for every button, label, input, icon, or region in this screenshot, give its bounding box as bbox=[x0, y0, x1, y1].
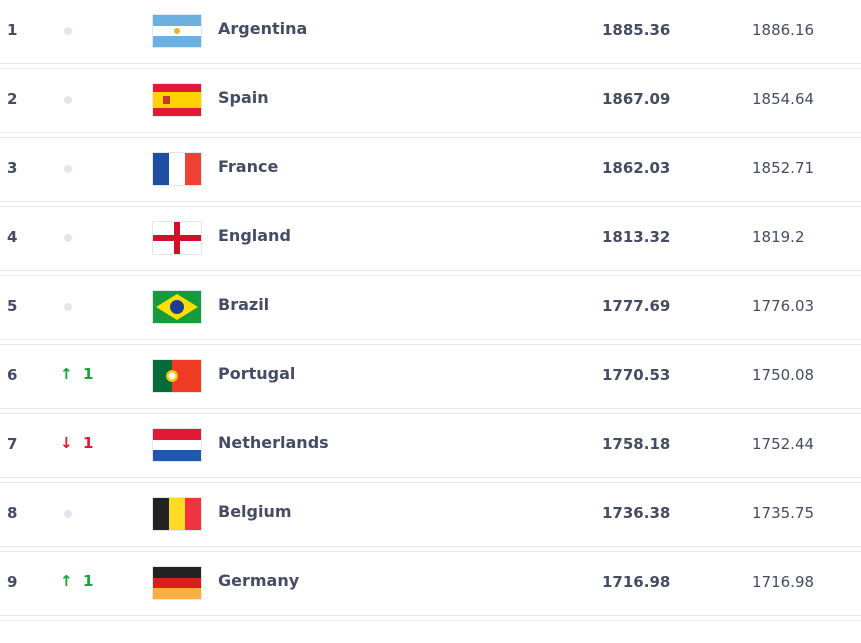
rank: 8 bbox=[7, 504, 18, 522]
row-divider bbox=[0, 478, 861, 483]
netherlands-flag-icon bbox=[152, 428, 202, 462]
rank: 1 bbox=[7, 21, 18, 39]
rank-change: ↑ 1 bbox=[60, 572, 94, 590]
row-divider bbox=[0, 64, 861, 69]
belgium-flag-icon bbox=[152, 497, 202, 531]
total-points: 1777.69 bbox=[602, 297, 671, 315]
france-flag-icon bbox=[152, 152, 202, 186]
row-divider bbox=[0, 409, 861, 414]
total-points: 1867.09 bbox=[602, 90, 671, 108]
rank: 6 bbox=[7, 366, 18, 384]
england-flag-icon bbox=[152, 221, 202, 255]
country-name-link[interactable]: France bbox=[218, 157, 279, 176]
total-points: 1862.03 bbox=[602, 159, 671, 177]
previous-points: 1886.16 bbox=[752, 21, 815, 39]
rank-change: ↑ 1 bbox=[60, 365, 94, 383]
table-row[interactable]: 5 Brazil 1777.69 1776.03 bbox=[0, 276, 861, 340]
arrow-down-icon: ↓ bbox=[60, 434, 73, 452]
country-name-link[interactable]: Belgium bbox=[218, 502, 292, 521]
table-row[interactable]: 2 Spain 1867.09 1854.64 bbox=[0, 69, 861, 133]
table-row[interactable]: 7 ↓ 1 Netherlands 1758.18 1752.44 bbox=[0, 414, 861, 478]
row-divider bbox=[0, 547, 861, 552]
rank: 9 bbox=[7, 573, 18, 591]
no-change-dot-icon bbox=[64, 234, 72, 242]
table-row[interactable]: 1 Argentina 1885.36 1886.16 bbox=[0, 0, 861, 64]
previous-points: 1776.03 bbox=[752, 297, 815, 315]
rank: 3 bbox=[7, 159, 18, 177]
previous-points: 1852.71 bbox=[752, 159, 815, 177]
arrow-up-icon: ↑ bbox=[60, 572, 73, 590]
previous-points: 1735.75 bbox=[752, 504, 815, 522]
country-name-link[interactable]: Spain bbox=[218, 88, 269, 107]
country-name-link[interactable]: Portugal bbox=[218, 364, 296, 383]
row-divider bbox=[0, 133, 861, 138]
rank: 5 bbox=[7, 297, 18, 315]
no-change-dot-icon bbox=[64, 165, 72, 173]
germany-flag-icon bbox=[152, 566, 202, 600]
total-points: 1736.38 bbox=[602, 504, 671, 522]
country-name-link[interactable]: Brazil bbox=[218, 295, 270, 314]
no-change-dot-icon bbox=[64, 510, 72, 518]
total-points: 1885.36 bbox=[602, 21, 671, 39]
rank: 4 bbox=[7, 228, 18, 246]
row-divider bbox=[0, 616, 861, 621]
no-change-dot-icon bbox=[64, 96, 72, 104]
previous-points: 1854.64 bbox=[752, 90, 815, 108]
rankings-table: 1 Argentina 1885.36 1886.16 2 Spain 1867… bbox=[0, 0, 861, 621]
country-name-link[interactable]: England bbox=[218, 226, 291, 245]
previous-points: 1752.44 bbox=[752, 435, 815, 453]
table-row[interactable]: 6 ↑ 1 Portugal 1770.53 1750.08 bbox=[0, 345, 861, 409]
spain-flag-icon bbox=[152, 83, 202, 117]
previous-points: 1750.08 bbox=[752, 366, 815, 384]
country-name-link[interactable]: Netherlands bbox=[218, 433, 329, 452]
table-row[interactable]: 3 France 1862.03 1852.71 bbox=[0, 138, 861, 202]
table-row[interactable]: 8 Belgium 1736.38 1735.75 bbox=[0, 483, 861, 547]
total-points: 1716.98 bbox=[602, 573, 671, 591]
table-row[interactable]: 9 ↑ 1 Germany 1716.98 1716.98 bbox=[0, 552, 861, 616]
arrow-up-icon: ↑ bbox=[60, 365, 73, 383]
row-divider bbox=[0, 340, 861, 345]
total-points: 1758.18 bbox=[602, 435, 671, 453]
rank: 2 bbox=[7, 90, 18, 108]
no-change-dot-icon bbox=[64, 27, 72, 35]
rank: 7 bbox=[7, 435, 18, 453]
total-points: 1813.32 bbox=[602, 228, 671, 246]
previous-points: 1819.2 bbox=[752, 228, 805, 246]
country-name-link[interactable]: Argentina bbox=[218, 19, 308, 38]
argentina-flag-icon bbox=[152, 14, 202, 48]
row-divider bbox=[0, 271, 861, 276]
portugal-flag-icon bbox=[152, 359, 202, 393]
total-points: 1770.53 bbox=[602, 366, 671, 384]
previous-points: 1716.98 bbox=[752, 573, 815, 591]
no-change-dot-icon bbox=[64, 303, 72, 311]
table-row[interactable]: 4 England 1813.32 1819.2 bbox=[0, 207, 861, 271]
brazil-flag-icon bbox=[152, 290, 202, 324]
rank-change: ↓ 1 bbox=[60, 434, 94, 452]
country-name-link[interactable]: Germany bbox=[218, 571, 300, 590]
row-divider bbox=[0, 202, 861, 207]
